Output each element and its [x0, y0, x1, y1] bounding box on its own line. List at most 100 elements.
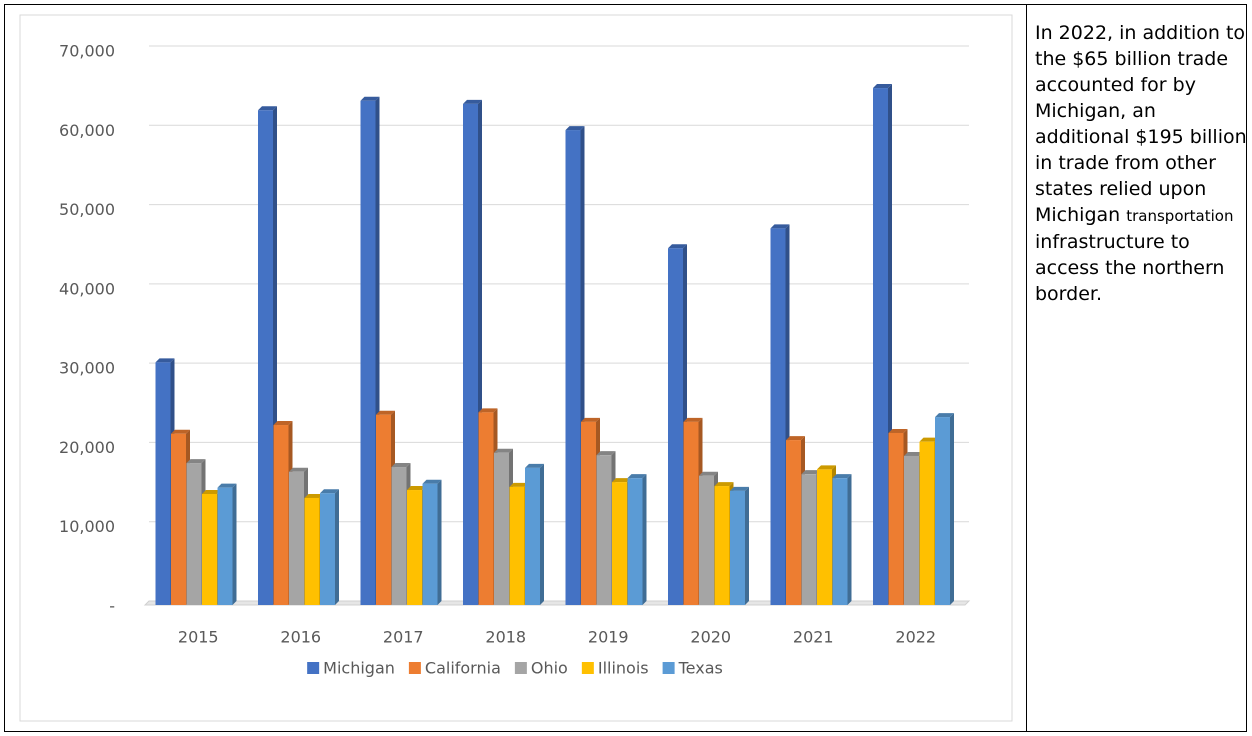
- bar-top: [581, 417, 600, 422]
- bar: [155, 362, 171, 605]
- bar: [581, 421, 596, 605]
- bar-top: [627, 474, 647, 479]
- bar: [904, 455, 919, 605]
- bar: [202, 494, 217, 605]
- y-tick-label: -: [109, 597, 115, 616]
- bar-top: [904, 451, 923, 456]
- bar: [832, 478, 848, 605]
- note-text: infrastructure to access the northern bo…: [1035, 231, 1225, 305]
- x-tick-label: 2022: [895, 628, 936, 647]
- bar: [627, 478, 643, 605]
- bar: [699, 475, 714, 605]
- legend-label: Illinois: [598, 659, 649, 678]
- bar: [612, 482, 627, 605]
- bar-top: [832, 474, 852, 479]
- bar: [304, 497, 320, 605]
- legend-swatch: [307, 662, 320, 674]
- bar-side: [335, 489, 339, 605]
- bar-top: [919, 437, 939, 442]
- bar: [320, 493, 335, 605]
- bar-top: [786, 436, 805, 441]
- bar-top: [714, 482, 734, 487]
- bar: [391, 467, 407, 605]
- chart: - 10,000 20,000 30,000 40,000 50,000 60,000 70,…: [19, 14, 1013, 722]
- bar: [258, 110, 273, 605]
- y-tick-label: 50,000: [59, 200, 115, 219]
- bar: [873, 88, 888, 606]
- bar: [360, 100, 376, 605]
- bar-top: [360, 96, 380, 101]
- x-tick-label: 2015: [178, 628, 219, 647]
- bar: [407, 490, 422, 605]
- x-tick-label: 2017: [383, 628, 424, 647]
- x-tick-label: 2018: [485, 628, 526, 647]
- x-tick-label: 2021: [793, 628, 834, 647]
- bar: [770, 228, 786, 605]
- legend-swatch: [662, 662, 675, 674]
- bar: [919, 441, 935, 605]
- bar: [730, 490, 745, 605]
- bar: [422, 483, 438, 605]
- bar-side: [642, 474, 647, 605]
- bar-top: [873, 84, 892, 89]
- bar: [888, 432, 904, 605]
- bar: [217, 487, 233, 605]
- bar-top: [612, 478, 631, 483]
- bar: [494, 452, 509, 605]
- bar: [463, 103, 478, 606]
- bar-top: [565, 126, 585, 131]
- bar-top: [463, 99, 482, 104]
- bar-top: [699, 471, 718, 476]
- bar-top: [186, 459, 206, 464]
- bar: [935, 417, 950, 605]
- y-tick-label: 10,000: [59, 517, 115, 536]
- table-frame: [4, 4, 1247, 732]
- y-tick-label: 40,000: [59, 279, 115, 298]
- bar-top: [320, 489, 339, 494]
- bar-top: [935, 413, 954, 418]
- bar-top: [888, 428, 908, 433]
- cell-divider: [1026, 4, 1027, 732]
- bar-top: [422, 479, 442, 484]
- bar: [525, 467, 540, 605]
- x-tick-label: 2016: [280, 628, 321, 647]
- bar-top: [273, 421, 293, 426]
- bar: [186, 463, 202, 605]
- bar-top: [289, 467, 308, 472]
- bar-side: [232, 483, 237, 605]
- y-tick-label: 30,000: [59, 359, 115, 378]
- bar: [289, 471, 304, 605]
- bar: [668, 248, 683, 605]
- y-tick-label: 70,000: [59, 42, 115, 61]
- bar: [509, 486, 525, 605]
- bar-top: [596, 451, 616, 456]
- bar-top: [683, 417, 703, 422]
- bar-top: [376, 410, 395, 415]
- bar-top: [770, 224, 790, 229]
- bar-top: [478, 408, 498, 413]
- bar: [596, 455, 612, 605]
- bar: [683, 421, 699, 605]
- note-text: In 2022, in addition to the $65 billion …: [1035, 22, 1247, 226]
- bar-top: [217, 483, 237, 488]
- legend-swatch: [514, 662, 527, 674]
- bar: [376, 414, 391, 605]
- bar: [786, 440, 801, 605]
- x-tick-label: 2019: [588, 628, 629, 647]
- bar: [817, 469, 832, 605]
- bar-top: [171, 429, 190, 434]
- bar-side: [847, 474, 852, 605]
- note-text: transportation: [1126, 207, 1234, 225]
- bar-side: [745, 486, 749, 605]
- bar: [478, 412, 494, 605]
- y-tick-label: 60,000: [59, 121, 115, 140]
- legend-swatch: [581, 662, 594, 674]
- bar-top: [155, 358, 175, 363]
- bar-top: [391, 463, 411, 468]
- bar: [801, 474, 817, 605]
- bar-top: [202, 490, 221, 494]
- legend-label: Texas: [678, 659, 723, 678]
- bar-top: [407, 486, 426, 491]
- bar-top: [494, 448, 513, 453]
